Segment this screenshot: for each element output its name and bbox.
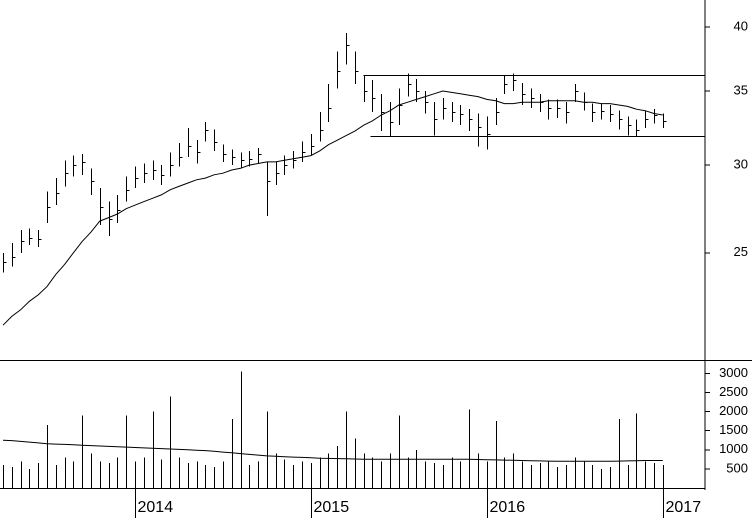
x-tick-label: 2015 xyxy=(314,499,350,516)
volume-tick-label: 2500 xyxy=(719,384,748,399)
y-tick-label: 40 xyxy=(734,18,748,33)
volume-tick-label: 2000 xyxy=(719,403,748,418)
x-tick-label: 2014 xyxy=(138,499,174,516)
volume-tick-label: 1000 xyxy=(719,441,748,456)
volume-tick-label: 500 xyxy=(726,460,748,475)
y-tick-label: 35 xyxy=(734,82,748,97)
volume-moving-average xyxy=(2,439,663,462)
price-moving-average xyxy=(2,90,663,326)
y-tick-label: 30 xyxy=(734,157,748,172)
volume-tick-label: 3000 xyxy=(719,365,748,380)
x-tick-label: 2017 xyxy=(666,499,702,516)
x-tick-label: 2016 xyxy=(490,499,526,516)
volume-tick-label: 1500 xyxy=(719,422,748,437)
y-tick-label: 25 xyxy=(734,244,748,259)
